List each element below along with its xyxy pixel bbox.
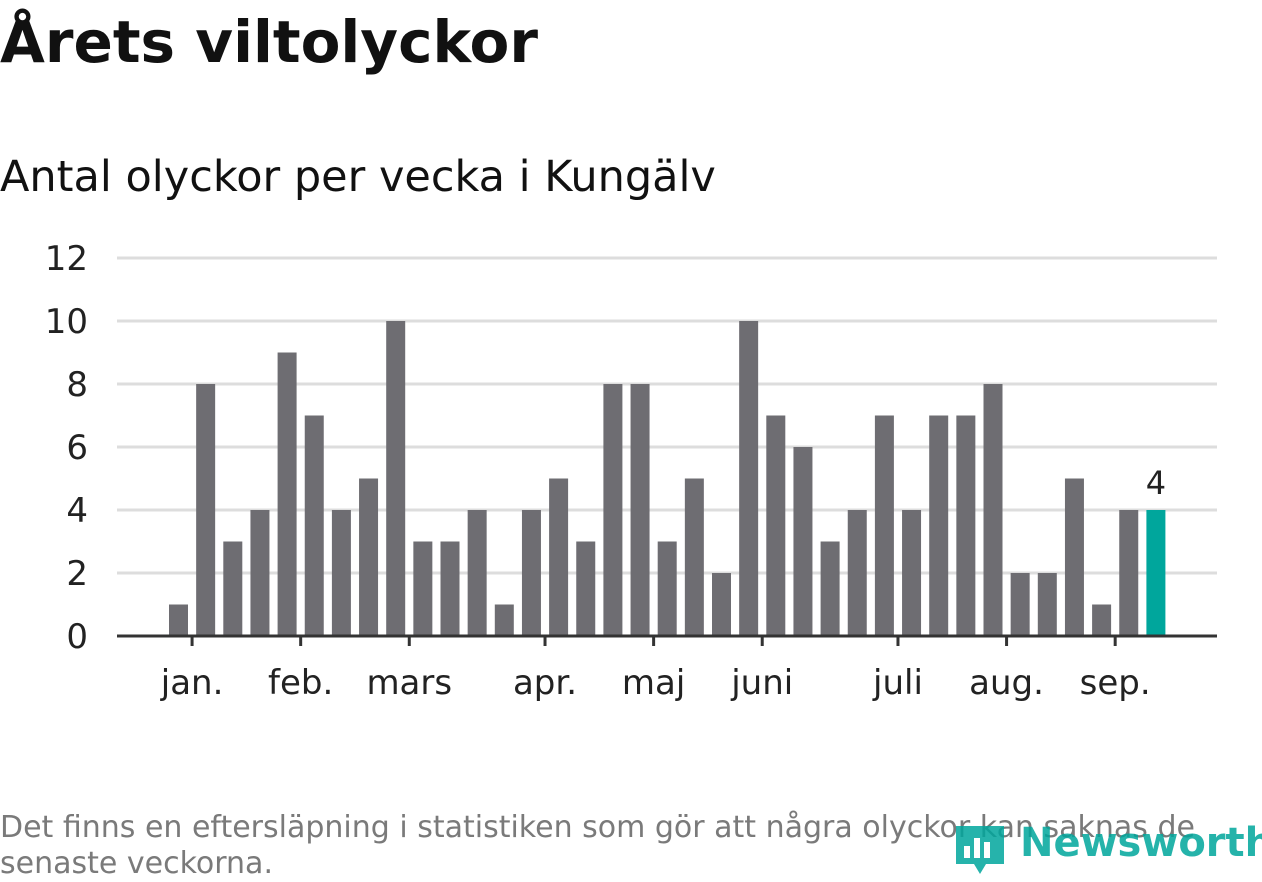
bar (983, 384, 1003, 636)
bar (684, 478, 704, 636)
data-labels: 4 (1146, 464, 1166, 502)
x-tick-label: juli (872, 663, 923, 703)
y-tick-label: 6 (66, 428, 88, 468)
newsworthy-logo: Newsworthy (950, 818, 1262, 878)
y-tick-label: 2 (66, 554, 88, 594)
bar (739, 321, 759, 636)
bar (331, 510, 351, 636)
y-tick-label: 4 (66, 491, 88, 531)
x-tick-label: maj (622, 663, 685, 703)
newsworthy-logo-icon (956, 826, 1004, 874)
bar-chart: 0 2 4 6 8 10 12 jan. feb. mars apr. maj juni juli aug… (45, 239, 1217, 703)
y-tick-label: 12 (45, 239, 88, 279)
bar (1010, 573, 1030, 636)
bar (902, 510, 922, 636)
bar (1064, 478, 1084, 636)
bar (549, 478, 569, 636)
bar-highlighted (1146, 510, 1166, 636)
x-tick-label: mars (366, 663, 452, 703)
y-tick-label: 8 (66, 365, 88, 405)
bar (576, 541, 596, 636)
x-tick-label: aug. (969, 663, 1044, 703)
newsworthy-logo-text: Newsworthy (1020, 820, 1262, 866)
x-axis-labels: jan. feb. mars apr. maj juni juli aug. sep. (160, 663, 1151, 703)
bar (196, 384, 216, 636)
bar (467, 510, 487, 636)
bar (1037, 573, 1057, 636)
bar (413, 541, 433, 636)
x-tick-label: juni (730, 663, 793, 703)
bar (847, 510, 867, 636)
bar (820, 541, 840, 636)
bar (169, 604, 188, 636)
y-tick-label: 10 (45, 302, 88, 342)
bar (956, 415, 976, 636)
x-tick-label: jan. (160, 663, 224, 703)
bar (386, 321, 406, 636)
bar (1092, 604, 1112, 636)
bar (712, 573, 731, 636)
chart-subtitle: Antal olyckor per vecka i Kungälv (0, 152, 716, 202)
bars (169, 321, 1166, 636)
bar (250, 510, 270, 636)
x-axis (117, 634, 1217, 646)
bar (657, 541, 677, 636)
x-tick-label: sep. (1080, 663, 1151, 703)
y-axis-labels: 0 2 4 6 8 10 12 (45, 239, 88, 657)
bar (440, 541, 460, 636)
bar (494, 604, 514, 636)
x-tick-label: apr. (513, 663, 577, 703)
bar (793, 447, 813, 636)
chart-title: Årets viltolyckor (0, 8, 538, 76)
bar (929, 415, 949, 636)
bar (223, 541, 243, 636)
bar (304, 415, 324, 636)
bar (766, 415, 786, 636)
data-label-last: 4 (1146, 464, 1166, 502)
bar (277, 352, 297, 636)
y-tick-label: 0 (66, 617, 88, 657)
x-tick-label: feb. (268, 663, 333, 703)
bar (1119, 510, 1139, 636)
bar (603, 384, 623, 636)
bar (630, 384, 650, 636)
bar (359, 478, 379, 636)
bar (521, 510, 541, 636)
bar (874, 415, 894, 636)
